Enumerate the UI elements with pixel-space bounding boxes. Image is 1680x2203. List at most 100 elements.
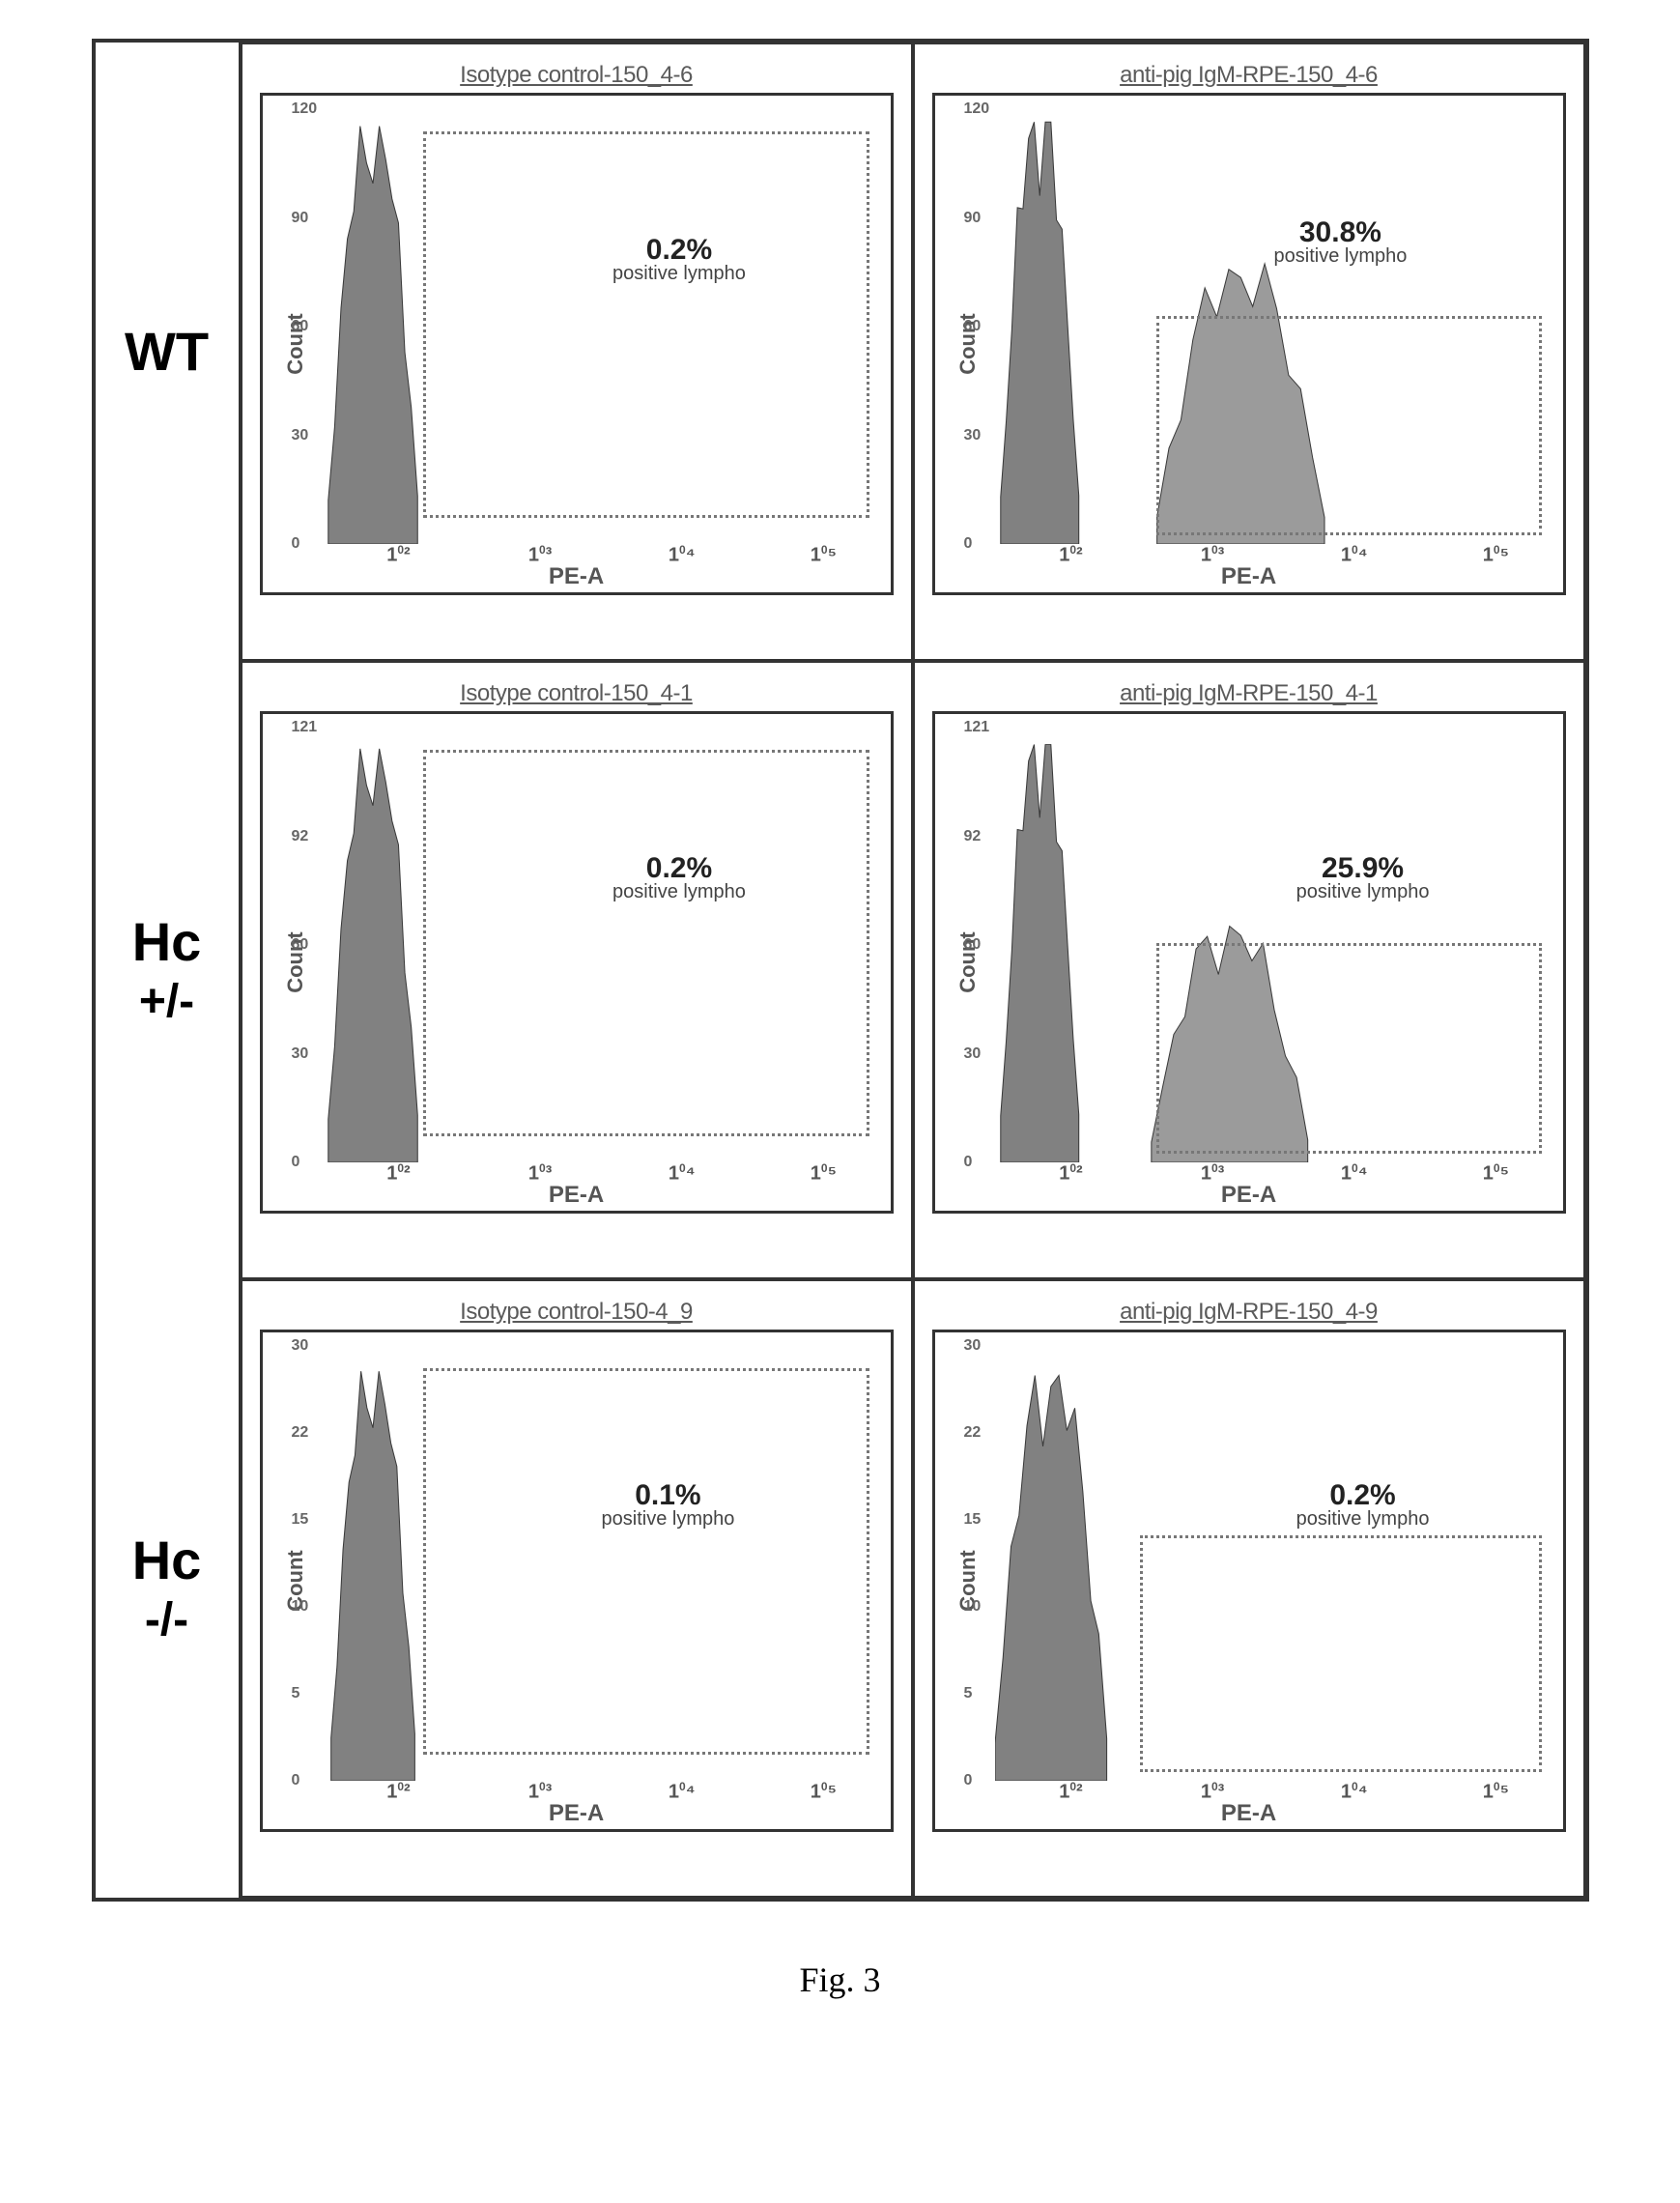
percent-positive-label: 25.9%positive lympho	[1296, 855, 1430, 901]
y-tick: 92	[964, 828, 982, 845]
plot-area: 0.1%positive lympho	[323, 1342, 881, 1781]
row-label: Hc+/-	[96, 661, 241, 1279]
x-tick: 10⁵	[1483, 1161, 1509, 1186]
plot-frame: CountPE-A030609212110²10³10⁴10⁵25.9%posi…	[932, 711, 1566, 1214]
figure-container: WTIsotype control-150_4-6CountPE-A030609…	[92, 39, 1589, 2000]
x-tick: 10³	[1201, 543, 1224, 567]
percent-value: 0.2%	[646, 852, 712, 884]
x-tick: 10³	[528, 543, 552, 567]
x-tick: 10⁴	[1341, 543, 1368, 567]
x-tick: 10³	[1201, 1161, 1224, 1186]
histogram-peak	[1000, 745, 1078, 1162]
percent-positive-label: 0.2%positive lympho	[612, 855, 746, 901]
x-tick: 10³	[528, 1780, 552, 1804]
y-tick: 22	[964, 1424, 982, 1442]
y-tick: 120	[292, 100, 318, 118]
y-tick: 0	[292, 535, 300, 553]
gate-region	[423, 131, 869, 518]
x-tick: 10³	[528, 1161, 552, 1186]
panel-title: Isotype control-150_4-6	[260, 62, 894, 89]
gate-region	[1140, 1535, 1542, 1772]
y-tick: 121	[964, 719, 990, 736]
plot-area: 0.2%positive lympho	[323, 105, 881, 544]
plot-area: 0.2%positive lympho	[323, 724, 881, 1162]
y-tick: 30	[292, 427, 309, 444]
plot-frame: CountPE-A051015223010²10³10⁴10⁵0.2%posit…	[932, 1330, 1566, 1832]
percent-value: 0.1%	[635, 1479, 700, 1511]
row-label-sub: +/-	[139, 977, 194, 1028]
x-tick: 10³	[1201, 1780, 1224, 1804]
percent-value: 30.8%	[1299, 216, 1381, 248]
percent-sublabel: positive lympho	[1296, 883, 1430, 901]
histogram-peak	[1000, 122, 1078, 544]
y-tick: 15	[964, 1511, 982, 1529]
x-tick: 10⁴	[669, 1780, 696, 1804]
x-axis-label: PE-A	[1221, 1182, 1276, 1209]
row-label: Hc -/-	[96, 1279, 241, 1898]
flow-panel: Isotype control-150_4-1CountPE-A03060921…	[241, 661, 913, 1279]
y-tick: 0	[292, 1772, 300, 1789]
y-tick: 60	[292, 936, 309, 954]
panel-title: anti-pig IgM-RPE-150_4-9	[932, 1299, 1566, 1326]
row-label-main: Hc	[132, 1531, 202, 1590]
x-tick: 10⁵	[811, 543, 837, 567]
x-tick: 10²	[1059, 1161, 1082, 1186]
y-tick: 92	[292, 828, 309, 845]
percent-sublabel: positive lympho	[1296, 1510, 1430, 1529]
percent-positive-label: 0.1%positive lympho	[602, 1482, 735, 1529]
plot-frame: CountPE-A030609012010²10³10⁴10⁵0.2%posit…	[260, 93, 894, 595]
y-tick: 60	[964, 318, 982, 335]
y-tick: 30	[964, 1045, 982, 1063]
y-tick: 5	[964, 1685, 973, 1702]
plot-frame: CountPE-A030609012010²10³10⁴10⁵30.8%posi…	[932, 93, 1566, 595]
y-tick: 30	[292, 1045, 309, 1063]
panel-title: anti-pig IgM-RPE-150_4-6	[932, 62, 1566, 89]
y-tick: 60	[964, 936, 982, 954]
flow-panel: anti-pig IgM-RPE-150_4-6CountPE-A0306090…	[913, 43, 1585, 661]
y-tick: 0	[964, 1772, 973, 1789]
row-label: WT	[96, 43, 241, 661]
percent-sublabel: positive lympho	[1274, 247, 1408, 266]
plot-area: 30.8%positive lympho	[995, 105, 1553, 544]
gate-region	[423, 750, 869, 1136]
flow-panel: Isotype control-150_4-6CountPE-A03060901…	[241, 43, 913, 661]
y-tick: 22	[292, 1424, 309, 1442]
y-tick: 0	[964, 1154, 973, 1171]
y-tick: 10	[292, 1598, 309, 1616]
y-tick: 90	[292, 210, 309, 227]
y-tick: 121	[292, 719, 318, 736]
percent-sublabel: positive lympho	[612, 883, 746, 901]
percent-positive-label: 0.2%positive lympho	[612, 237, 746, 283]
x-tick: 10⁴	[669, 1161, 696, 1186]
gate-region	[1156, 943, 1542, 1154]
row-label-sub: -/-	[145, 1595, 188, 1646]
x-tick: 10⁴	[669, 543, 696, 567]
flow-panel: anti-pig IgM-RPE-150_4-9CountPE-A0510152…	[913, 1279, 1585, 1898]
percent-value: 0.2%	[646, 234, 712, 266]
y-tick: 60	[292, 318, 309, 335]
plot-frame: CountPE-A030609212110²10³10⁴10⁵0.2%posit…	[260, 711, 894, 1214]
x-tick: 10²	[386, 1780, 410, 1804]
x-tick: 10²	[386, 543, 410, 567]
x-tick: 10⁵	[811, 1780, 837, 1804]
x-axis-label: PE-A	[549, 563, 604, 590]
percent-sublabel: positive lympho	[602, 1510, 735, 1529]
x-tick: 10²	[1059, 1780, 1082, 1804]
panel-title: Isotype control-150-4_9	[260, 1299, 894, 1326]
figure-caption: Fig. 3	[799, 1960, 880, 2000]
gate-region	[1156, 316, 1542, 535]
histogram-peak	[330, 1371, 414, 1781]
x-tick: 10⁵	[1483, 543, 1509, 567]
x-tick: 10²	[386, 1161, 410, 1186]
y-tick: 30	[964, 1337, 982, 1355]
row-label-main: Hc	[132, 912, 202, 972]
plot-area: 0.2%positive lympho	[995, 1342, 1553, 1781]
y-tick: 30	[964, 427, 982, 444]
x-tick: 10⁴	[1341, 1161, 1368, 1186]
plot-frame: CountPE-A051015223010²10³10⁴10⁵0.1%posit…	[260, 1330, 894, 1832]
flow-panel: Isotype control-150-4_9CountPE-A05101522…	[241, 1279, 913, 1898]
y-tick: 10	[964, 1598, 982, 1616]
y-tick: 15	[292, 1511, 309, 1529]
percent-value: 0.2%	[1329, 1479, 1395, 1511]
x-tick: 10⁵	[1483, 1780, 1509, 1804]
